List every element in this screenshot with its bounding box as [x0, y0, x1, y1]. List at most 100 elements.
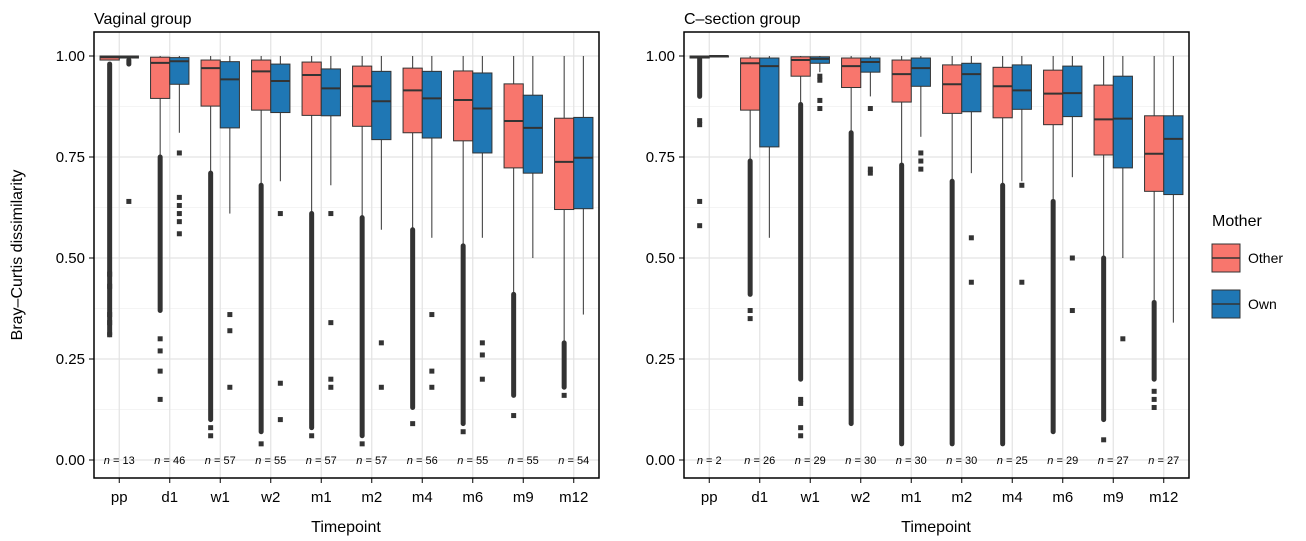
box-own — [472, 56, 493, 382]
box-other — [554, 56, 575, 398]
x-tick-label: m4 — [412, 489, 433, 506]
n-label: n = 30 — [896, 455, 927, 467]
outlier-point — [460, 429, 466, 435]
outlier-point — [918, 150, 924, 156]
x-tick-label: w1 — [800, 489, 820, 506]
y-tick-label: 1.00 — [56, 48, 85, 65]
outlier-point — [277, 380, 283, 386]
box-rect — [1112, 75, 1133, 169]
x-tick-label: pp — [701, 489, 718, 506]
n-label: n = 56 — [407, 455, 438, 467]
x-tick-label: m6 — [1052, 489, 1073, 506]
y-ticks-vaginal: 0.00 0.25 0.50 0.75 1.00 — [56, 48, 94, 469]
outlier-point — [1019, 182, 1025, 188]
outlier-point — [867, 106, 873, 112]
box-rect — [910, 57, 931, 87]
outlier-point — [798, 433, 804, 439]
outlier-point — [107, 320, 113, 326]
box-own — [1112, 56, 1133, 342]
outlier-point — [328, 320, 334, 326]
box-own — [270, 56, 291, 423]
legend: Mother Other Own — [1211, 213, 1283, 319]
outlier-point — [378, 384, 384, 390]
box-own — [860, 56, 881, 176]
box-other — [1093, 56, 1114, 443]
outlier-point — [817, 77, 823, 83]
x-tick-label: m12 — [559, 489, 588, 506]
x-tick-label: m9 — [513, 489, 534, 506]
box-rect — [809, 56, 830, 64]
outlier-point — [107, 271, 113, 277]
box-rect — [961, 62, 982, 113]
box-other — [790, 56, 811, 439]
n-label: n = 55 — [508, 455, 539, 467]
x-tick-label: m6 — [462, 489, 483, 506]
box-rect — [421, 70, 442, 139]
boxes-vaginal — [99, 55, 594, 447]
outlier-point — [227, 328, 233, 334]
outlier-point — [479, 376, 485, 382]
box-other — [150, 56, 171, 402]
x-tick-label: m2 — [951, 489, 972, 506]
box-own — [759, 56, 780, 238]
box-other — [1144, 56, 1165, 410]
box-rect — [200, 59, 221, 107]
box-rect — [402, 67, 423, 134]
n-labels-vaginal: n = 13 n = 46 n = 57 n = 55 n = 57 n = 57 n = … — [104, 455, 589, 467]
outlier-point — [176, 219, 182, 225]
outlier-point — [208, 425, 214, 431]
outlier-point — [697, 118, 703, 124]
x-axis-title-vaginal: Timepoint — [311, 519, 381, 536]
x-tick-label: w2 — [260, 489, 280, 506]
n-label: n = 57 — [205, 455, 236, 467]
outlier-point — [176, 194, 182, 200]
box-own — [961, 56, 982, 285]
outlier-point — [328, 211, 334, 217]
n-label: n = 57 — [306, 455, 337, 467]
outlier-point — [798, 400, 804, 406]
legend-item-other: Other — [1211, 243, 1283, 273]
legend-item-own: Own — [1211, 289, 1277, 319]
x-tick-label: d1 — [161, 489, 178, 506]
outlier-point — [697, 223, 703, 229]
y-tick-label: 1.00 — [646, 48, 675, 65]
box-rect — [942, 64, 963, 114]
outlier-point — [1151, 388, 1157, 394]
box-other — [891, 56, 912, 447]
box-rect — [841, 57, 862, 89]
legend-label-own: Own — [1248, 296, 1277, 312]
outlier-point — [798, 396, 804, 402]
outlier-point — [867, 170, 873, 176]
n-label: n = 26 — [744, 455, 775, 467]
box-rect — [860, 57, 881, 73]
outlier-point — [798, 425, 804, 431]
box-rect — [891, 59, 912, 103]
outlier-point — [227, 384, 233, 390]
n-label: n = 27 — [1098, 455, 1129, 467]
box-rect — [554, 117, 575, 211]
y-tick-label: 0.00 — [56, 452, 85, 469]
x-tick-label: m1 — [901, 489, 922, 506]
outlier-point — [867, 166, 873, 172]
x-tick-label: pp — [111, 489, 128, 506]
n-label: n = 54 — [558, 455, 589, 467]
outlier-point — [817, 97, 823, 103]
y-tick-label: 0.00 — [646, 452, 675, 469]
x-tick-label: m9 — [1103, 489, 1124, 506]
outlier-point — [258, 441, 264, 447]
outlier-point — [1120, 336, 1126, 342]
box-rect — [1163, 115, 1184, 196]
y-tick-label: 0.25 — [646, 351, 675, 368]
outlier-point — [1101, 437, 1107, 443]
box-rect — [1011, 64, 1032, 110]
box-rect — [503, 83, 524, 169]
x-tick-label: w1 — [210, 489, 230, 506]
box-own — [371, 56, 392, 390]
outlier-point — [176, 211, 182, 217]
y-tick-label: 0.25 — [56, 351, 85, 368]
n-label: n = 30 — [845, 455, 876, 467]
outlier-point — [328, 384, 334, 390]
outlier-point — [176, 150, 182, 156]
legend-label-other: Other — [1248, 250, 1283, 266]
